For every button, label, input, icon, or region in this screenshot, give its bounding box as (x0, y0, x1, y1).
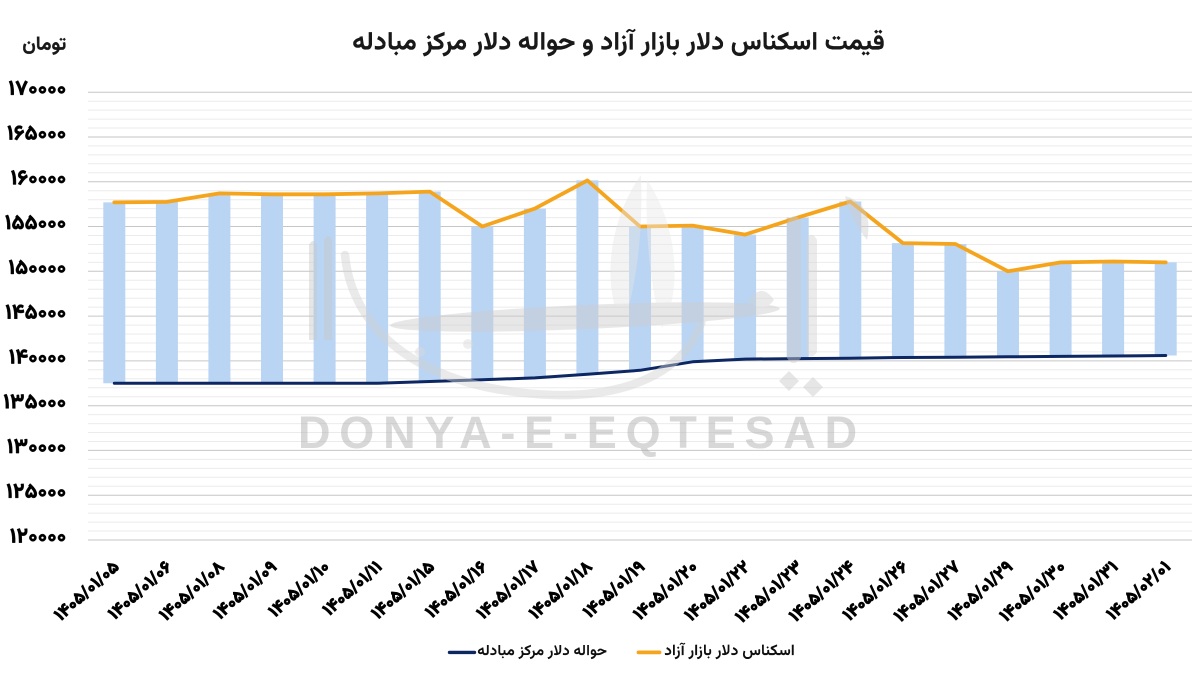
svg-text:DONYA-E-EQTESAD: DONYA-E-EQTESAD (298, 407, 866, 458)
